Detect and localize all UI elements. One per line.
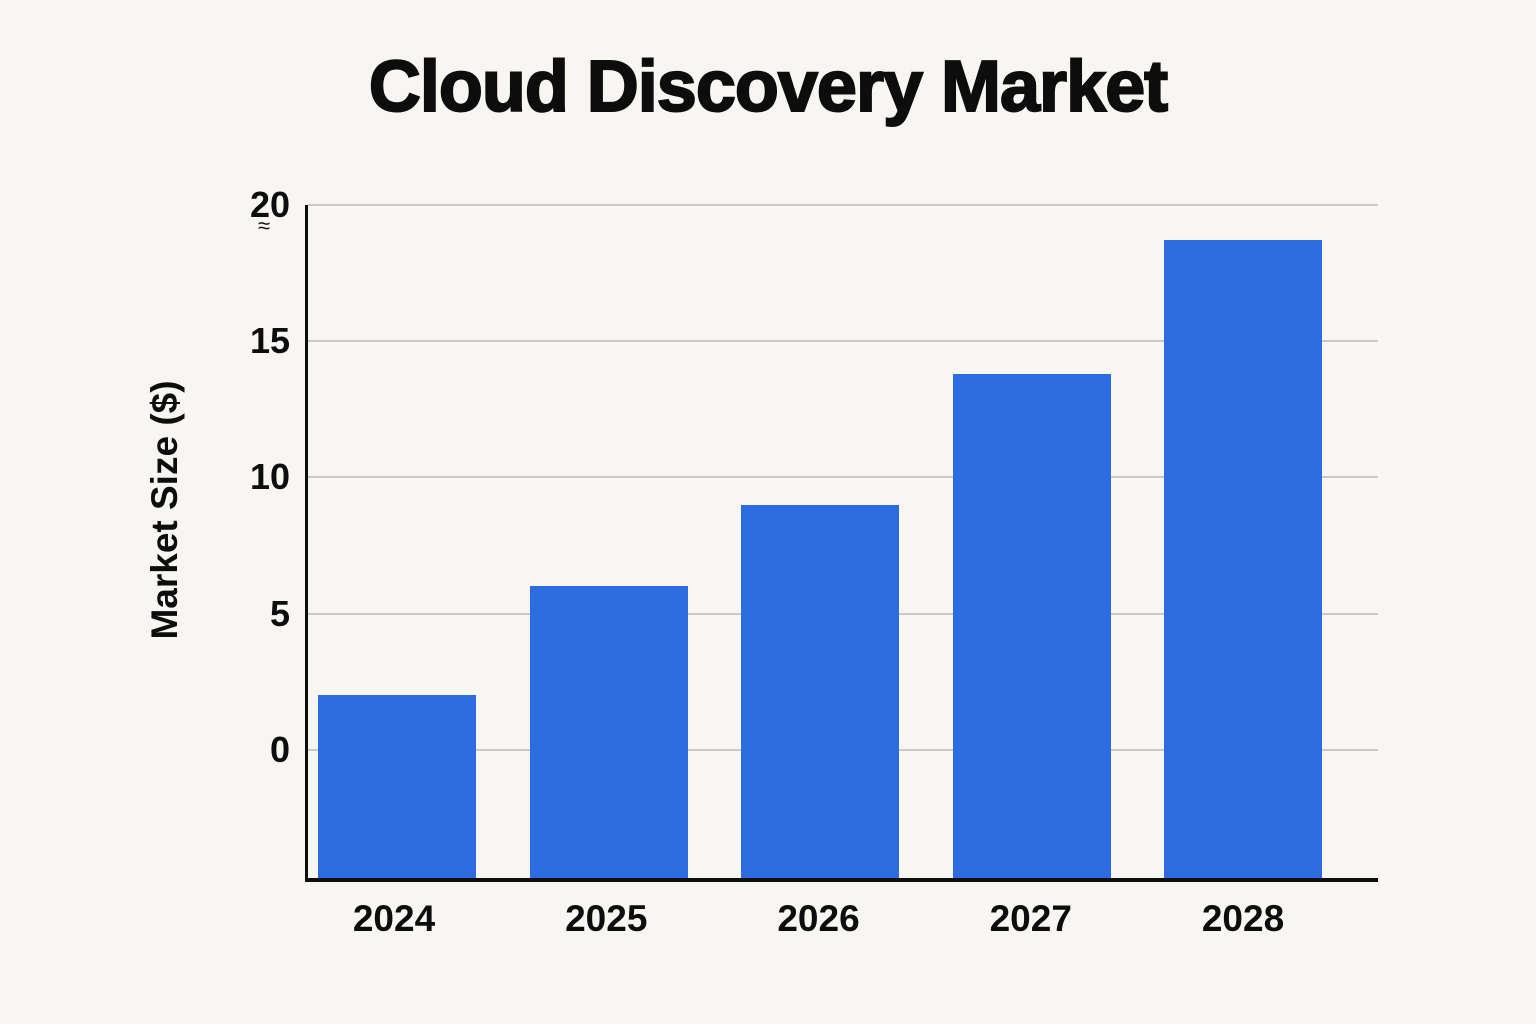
gridline-20 [308, 204, 1378, 206]
y-tick-label-20: 20 [249, 184, 290, 225]
bar-2025 [529, 586, 688, 878]
bar-2024 [318, 695, 476, 878]
y-tick-label-10: 10 [249, 456, 290, 498]
x-tick-label-2027: 2027 [989, 898, 1072, 939]
x-axis-labels: 2024 2025 2026 2027 2028 [305, 898, 1378, 940]
y-axis-label: Market Size ($) [144, 380, 185, 640]
x-tick-label-2028: 2028 [1201, 898, 1285, 939]
y-tick-label-0: 0 [269, 728, 290, 770]
bar-2028 [1164, 240, 1322, 878]
y-tick-label-5: 5 [269, 592, 290, 634]
bar-2027 [952, 373, 1111, 878]
y-tick-label-15: 15 [249, 320, 290, 362]
x-tick-label-2024: 2024 [352, 898, 436, 939]
plot-area: ≈ 0 5 10 15 20 [250, 187, 1378, 882]
gridline-10 [308, 476, 1378, 479]
chart-title: Cloud Discovery Market [368, 46, 1169, 128]
x-tick-label-2026: 2026 [777, 898, 860, 939]
bars-container [308, 205, 1378, 878]
bar-2026 [741, 504, 899, 878]
x-tick-label-2025: 2025 [565, 898, 648, 939]
gridline-15 [308, 340, 1378, 343]
axis-break-symbol: ≈ [258, 213, 271, 238]
